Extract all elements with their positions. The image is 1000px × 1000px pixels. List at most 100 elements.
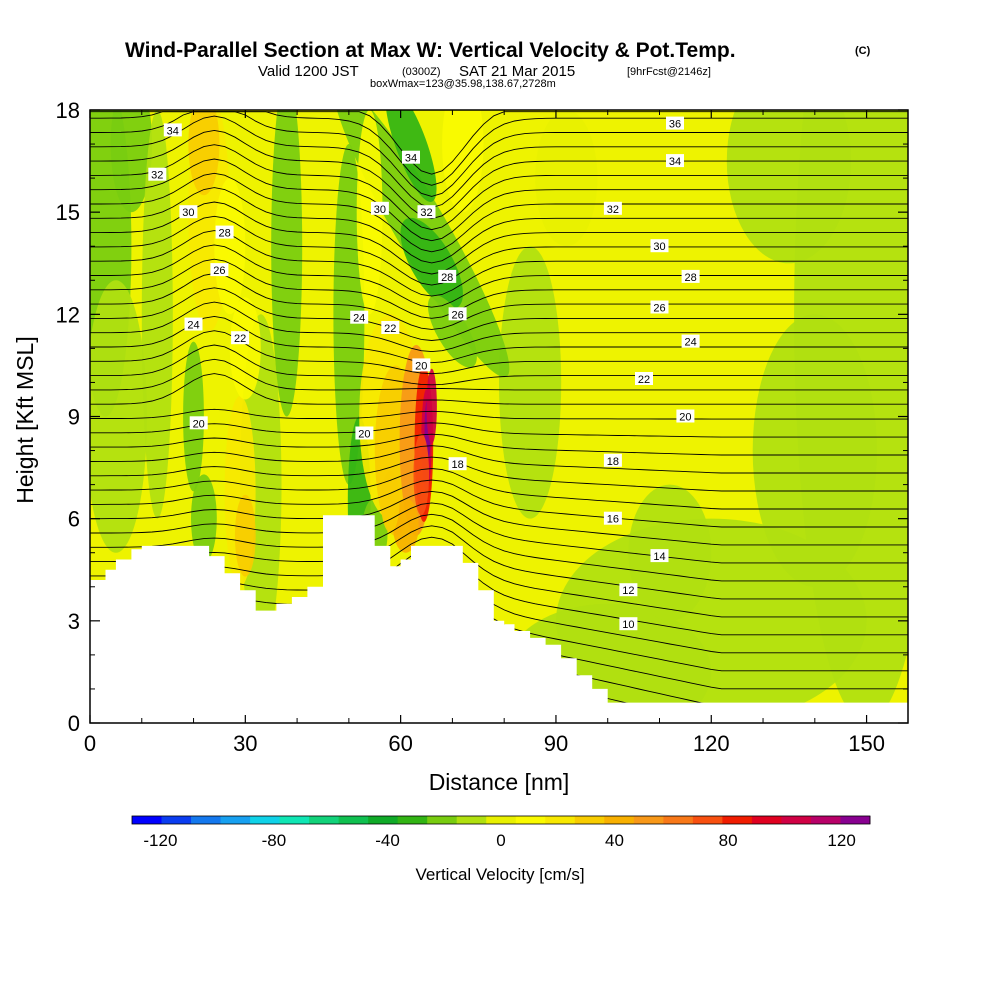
contour-label-text: 36 — [669, 119, 681, 131]
pot-temp-line — [90, 201, 908, 275]
colorbar-swatch — [722, 816, 753, 824]
contour-label: 10 — [619, 617, 638, 631]
colorbar-swatch — [191, 816, 221, 824]
x-tick-label: 120 — [693, 731, 730, 756]
contour-label-text: 24 — [187, 320, 199, 332]
contour-label: 28 — [438, 269, 457, 284]
contour-label-text: 24 — [353, 313, 365, 325]
pot-temp-line — [90, 158, 908, 242]
contour-label-box — [619, 583, 638, 597]
contour-label-text: 26 — [451, 309, 463, 321]
x-tick-label: 90 — [544, 731, 568, 756]
contour-label: 30 — [650, 239, 669, 253]
x-tick-label: 150 — [848, 731, 885, 756]
w-region — [427, 295, 477, 368]
contour-label: 34 — [402, 150, 420, 165]
chart-subtitle-utc: (0300Z) — [402, 66, 441, 78]
contour-label-box — [635, 372, 653, 385]
contour-label: 26 — [448, 307, 467, 321]
contour-label-box — [448, 307, 467, 321]
w-region — [752, 314, 877, 587]
pot-temp-line — [90, 456, 908, 492]
colorbar-swatch — [397, 816, 428, 824]
contour-label: 32 — [603, 201, 622, 216]
contour-label-box — [355, 426, 374, 440]
pot-temp-line — [90, 479, 908, 528]
colorbar-swatch — [309, 816, 340, 824]
contour-label-box — [438, 269, 457, 283]
contour-label-text: 32 — [607, 204, 619, 216]
contour-label-box — [402, 150, 420, 164]
contour-label-text: 18 — [607, 456, 619, 468]
contour-label-text: 12 — [622, 585, 634, 597]
colorbar-swatch — [515, 816, 546, 824]
contour-label-box — [666, 116, 684, 130]
w-region — [90, 280, 147, 553]
w-region — [426, 368, 437, 444]
chart-subtitle-date: SAT 21 Mar 2015 — [459, 63, 575, 80]
contour-label: 22 — [381, 321, 400, 335]
colorbar-tick-label: 80 — [719, 831, 738, 850]
contour-label-box — [215, 225, 234, 239]
y-tick-label: 18 — [56, 98, 80, 123]
contour-label-box — [681, 269, 700, 283]
pot-temp-line — [90, 172, 908, 253]
contour-label: 26 — [210, 263, 229, 277]
w-region — [413, 433, 430, 516]
pot-temp-line — [90, 258, 908, 319]
pot-temp-line — [90, 129, 908, 220]
w-region — [234, 494, 256, 577]
contour-label: 32 — [417, 205, 436, 219]
contour-label: 20 — [189, 416, 208, 430]
pot-temp-line — [90, 373, 908, 405]
pot-temp-line — [90, 433, 908, 456]
contour-label-box — [179, 205, 198, 219]
contour-label-box — [448, 457, 467, 471]
y-tick-label: 6 — [68, 507, 80, 532]
colorbar-tick-label: 0 — [496, 831, 505, 850]
contour-label: 28 — [215, 225, 234, 240]
w-region — [498, 246, 562, 519]
contour-label: 18 — [603, 453, 622, 468]
w-region — [214, 178, 246, 315]
x-tick-label: 30 — [233, 731, 257, 756]
contour-label-box — [603, 453, 622, 467]
pot-temp-line — [90, 490, 908, 546]
contour-label-text: 18 — [451, 459, 463, 471]
colorbar-swatch — [633, 816, 664, 824]
colorbar-swatch — [338, 816, 369, 824]
pot-temp-line — [90, 445, 908, 474]
contour-label-box — [163, 123, 182, 137]
contour-label: 22 — [231, 331, 250, 345]
contour-label: 32 — [148, 167, 167, 182]
colorbar-swatch — [692, 816, 723, 824]
colorbar-swatch — [250, 816, 280, 824]
plot-area: 34 32 30 28 26 24 22 20 24 22 20 20 18 30 34 32 28 26 36 34… — [90, 110, 908, 723]
contour-label: 16 — [603, 511, 622, 526]
colorbar-swatch — [604, 816, 635, 824]
terrain-mask — [90, 515, 908, 723]
y-tick-label: 3 — [68, 609, 80, 634]
colorbar-swatch — [751, 816, 782, 824]
pot-temp-line — [90, 408, 908, 420]
contour-label-box — [681, 334, 700, 348]
colorbar-tick-label: -40 — [375, 831, 400, 850]
pot-temp-line — [90, 358, 908, 391]
colorbar: -120 -80 -40 0 40 80 120 — [131, 815, 871, 850]
w-region — [628, 484, 712, 621]
colorbar-swatch — [574, 816, 605, 824]
pot-temp-line — [90, 344, 908, 386]
y-tick-label: 12 — [56, 302, 80, 327]
colorbar-label: Vertical Velocity [cm/s] — [415, 865, 584, 884]
colorbar-swatch — [663, 816, 694, 824]
colorbar-tick-label: -120 — [143, 831, 177, 850]
pot-temp-line — [90, 115, 908, 208]
x-tick-label: 60 — [388, 731, 412, 756]
colorbar-tick-label: 120 — [827, 831, 855, 850]
contour-label-text: 16 — [607, 514, 619, 526]
pot-temp-line — [90, 301, 908, 353]
pot-temp-line — [90, 273, 908, 330]
contour-label-text: 22 — [384, 323, 396, 335]
contour-label: 18 — [448, 457, 467, 471]
colorbar-swatch — [368, 816, 399, 824]
